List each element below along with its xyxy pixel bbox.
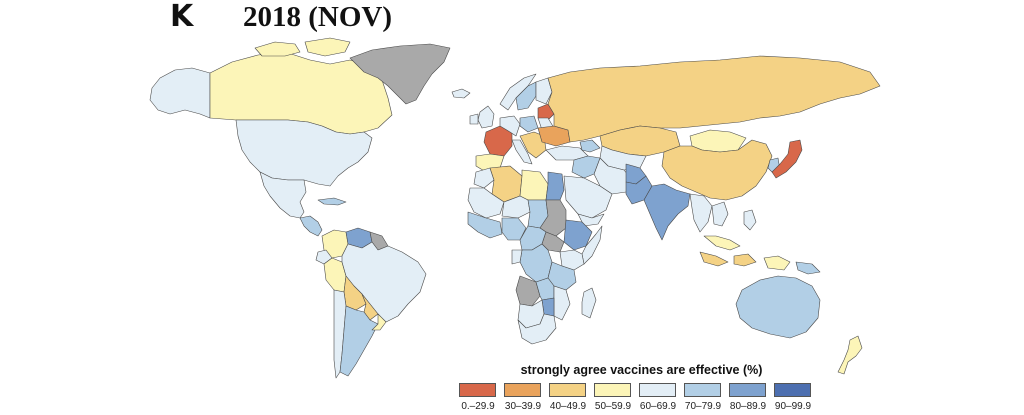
region-arctic-islands-2 (304, 37, 351, 57)
legend-swatch-0-29 (459, 383, 496, 397)
region-iraq-syria (571, 155, 601, 179)
legend-swatch-40-49 (549, 383, 586, 397)
region-madagascar (581, 287, 597, 319)
region-new-zealand (837, 335, 863, 375)
legend-label-50-59: 50–59.9 (594, 401, 632, 412)
region-myanmar-thailand (689, 193, 713, 233)
region-japan (771, 139, 803, 179)
region-indonesia-2 (733, 253, 757, 267)
legend-label-0-29: 0.–29.9 (461, 401, 495, 412)
region-egypt (545, 171, 565, 201)
region-germany (499, 115, 521, 137)
region-philippines (743, 209, 757, 231)
region-indonesia-1 (699, 251, 729, 267)
map-legend: strongly agree vaccines are effective (%… (455, 361, 820, 412)
region-italy (511, 139, 533, 165)
region-saudi-arabia (563, 175, 613, 219)
region-uruguay (371, 313, 387, 331)
region-alaska (149, 67, 211, 119)
region-poland (519, 115, 539, 133)
region-central-america (299, 215, 323, 237)
region-caucasus (579, 139, 601, 153)
region-malaysia (703, 235, 741, 251)
legend-title: strongly agree vaccines are effective (%… (520, 363, 763, 377)
region-arctic-islands-1 (254, 41, 301, 57)
legend-label-30-39: 30–39.9 (504, 401, 542, 412)
legend-labels: 0.–29.9 30–39.9 40–49.9 50–59.9 60–69.9 … (455, 401, 820, 415)
region-papua-new-guinea (795, 261, 821, 275)
region-greenland (349, 43, 451, 105)
legend-swatches (459, 383, 819, 397)
region-baltics (537, 103, 555, 123)
region-drc (519, 243, 553, 283)
region-iceland (451, 88, 471, 99)
region-south-africa (517, 313, 557, 345)
legend-label-60-69: 60–69.9 (639, 401, 677, 412)
region-libya (519, 169, 549, 201)
map-title: 2018 (NOV) (243, 1, 393, 33)
legend-swatch-80-89 (729, 383, 766, 397)
legend-swatch-60-69 (639, 383, 676, 397)
region-india (643, 183, 691, 241)
region-vietnam-laos (711, 201, 729, 227)
region-uk (477, 105, 495, 129)
legend-swatch-90-99 (774, 383, 811, 397)
legend-label-70-79: 70–79.9 (684, 401, 722, 412)
region-mexico (259, 171, 307, 219)
legend-label-80-89: 80–89.9 (729, 401, 767, 412)
legend-swatch-50-59 (594, 383, 631, 397)
region-china (661, 139, 773, 201)
region-mozambique (553, 285, 571, 321)
region-australia (735, 275, 821, 339)
legend-swatch-70-79 (684, 383, 721, 397)
region-ireland (469, 113, 479, 125)
legend-label-90-99: 90–99.9 (774, 401, 812, 412)
region-argentina (339, 305, 379, 377)
region-norway (499, 73, 537, 111)
map-regions (149, 37, 881, 379)
region-finland (535, 77, 553, 105)
region-russia (547, 55, 881, 143)
region-west-africa-coast (467, 211, 503, 239)
region-indonesia-3 (763, 255, 791, 271)
region-cuba (317, 197, 347, 206)
region-morocco (473, 167, 495, 189)
panel-letter: K (170, 0, 194, 34)
legend-label-40-49: 40–49.9 (549, 401, 587, 412)
legend-swatch-30-39 (504, 383, 541, 397)
region-usa (235, 119, 373, 187)
region-gabon-congo (511, 249, 523, 265)
region-mauritania-mali (467, 187, 505, 219)
